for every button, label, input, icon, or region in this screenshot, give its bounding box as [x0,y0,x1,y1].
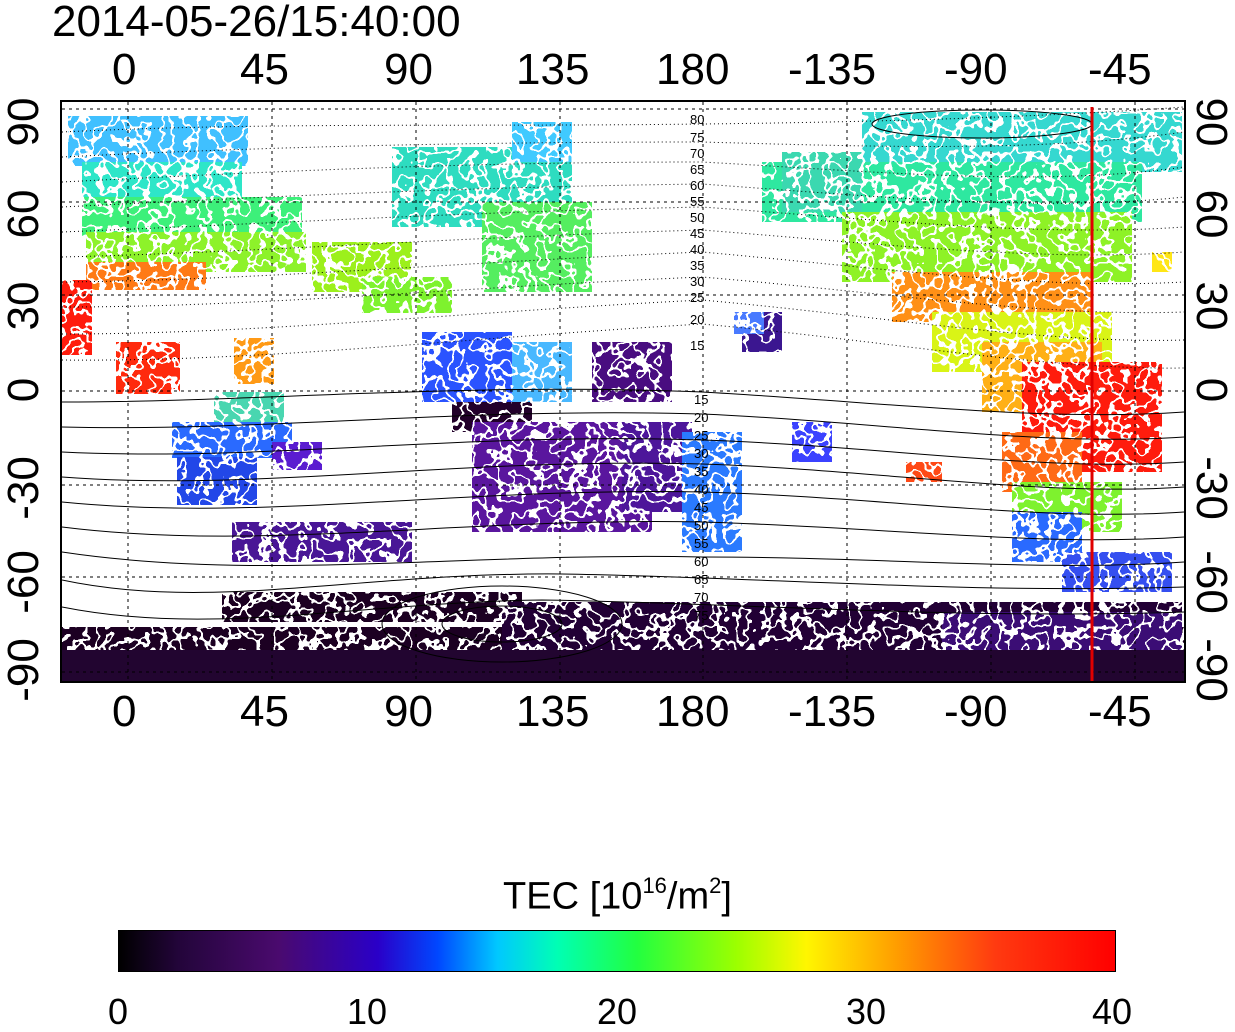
contour-label: 60 [690,178,704,193]
contour-label: 50 [694,518,708,533]
colorbar-title-unit: /m [666,875,710,918]
bottom-lon-tick-135: 135 [516,687,590,736]
contour-label: 25 [690,290,704,305]
top-lon-tick-0: 0 [112,45,137,94]
contour-label: 15 [690,338,704,353]
contour-label: 40 [694,482,708,497]
contour-label: 60 [694,554,708,569]
contour-label: 75 [690,130,704,145]
contour-label: 80 [690,112,704,127]
colorbar-tick-40: 40 [1091,991,1133,1032]
contour-label: 15 [694,392,708,407]
magnetic-contours-south [62,109,1184,663]
left-lat-tick-0: 0 [0,377,48,403]
right-lat-tick-60: 60 [1187,189,1235,239]
bottom-lon-tick-m90: -90 [944,687,1008,736]
top-lon-tick-m45: -45 [1088,45,1152,94]
top-lon-tick-m135: -135 [788,45,877,94]
bottom-lon-tick-180: 180 [656,687,730,736]
contour-label: 70 [694,590,708,605]
colorbar-title-exponent: 16 [642,873,667,898]
contour-label: 40 [690,242,704,257]
left-lat-tick-m90: -90 [0,638,48,702]
contour-label: 50 [690,210,704,225]
left-lat-tick-60: 60 [0,189,48,239]
graticule [62,102,1184,681]
right-lat-tick-m60: -60 [1187,550,1235,614]
map-title: 2014-05-26/15:40:00 [52,0,461,46]
contour-label: 55 [694,536,708,551]
colorbar-tick-20: 20 [596,991,638,1032]
colorbar-tick-30: 30 [845,991,887,1032]
right-lat-tick-m30: -30 [1187,456,1235,520]
colorbar-tick-10: 10 [346,991,388,1032]
contour-label: 65 [690,162,704,177]
colorbar-title: TEC [1016/m2] [0,866,1235,919]
contour-label: 20 [690,312,704,327]
bottom-lon-tick-0: 0 [112,687,137,736]
tec-map: 80 75 70 65 60 55 50 45 40 35 30 25 20 1… [60,100,1186,683]
contour-label: 30 [694,446,708,461]
tec-data-layer [62,112,1184,681]
magnetic-contours [62,106,1184,369]
right-lat-tick-0: 0 [1187,377,1235,403]
bottom-lon-tick-m45: -45 [1088,687,1152,736]
contour-label: 30 [690,274,704,289]
top-lon-tick-90: 90 [384,45,433,94]
colorbar-title-prefix: TEC [10 [503,875,643,918]
contour-label-group: 80 75 70 65 60 55 50 45 40 35 30 25 20 1… [690,112,708,623]
right-lat-tick-m90: -90 [1187,638,1235,702]
tec-colorbar [118,930,1116,972]
bottom-lon-tick-m135: -135 [788,687,877,736]
top-lon-tick-135: 135 [516,45,590,94]
top-lon-tick-m90: -90 [944,45,1008,94]
contour-label: 75 [694,608,708,623]
left-lat-tick-90: 90 [0,97,48,147]
contour-label: 35 [694,464,708,479]
antarctic-band [62,650,1184,681]
tec-map-canvas: 80 75 70 65 60 55 50 45 40 35 30 25 20 1… [62,102,1184,681]
contour-label: 65 [694,572,708,587]
colorbar-title-unit-exponent: 2 [709,873,722,898]
bottom-lon-tick-90: 90 [384,687,433,736]
contour-label: 70 [690,146,704,161]
left-lat-tick-m30: -30 [0,456,48,520]
contour-label: 35 [690,258,704,273]
colorbar-tick-0: 0 [107,991,129,1032]
left-lat-tick-30: 30 [0,281,48,331]
contour-label: 55 [690,194,704,209]
contour-label: 45 [694,500,708,515]
contour-label: 20 [694,410,708,425]
bottom-lon-tick-45: 45 [240,687,289,736]
top-lon-tick-180: 180 [656,45,730,94]
top-lon-tick-45: 45 [240,45,289,94]
contour-label: 25 [694,428,708,443]
colorbar-title-suffix: ] [721,875,732,918]
right-lat-tick-30: 30 [1187,281,1235,331]
contour-label: 45 [690,226,704,241]
right-lat-tick-90: 90 [1187,97,1235,147]
left-lat-tick-m60: -60 [0,550,48,614]
